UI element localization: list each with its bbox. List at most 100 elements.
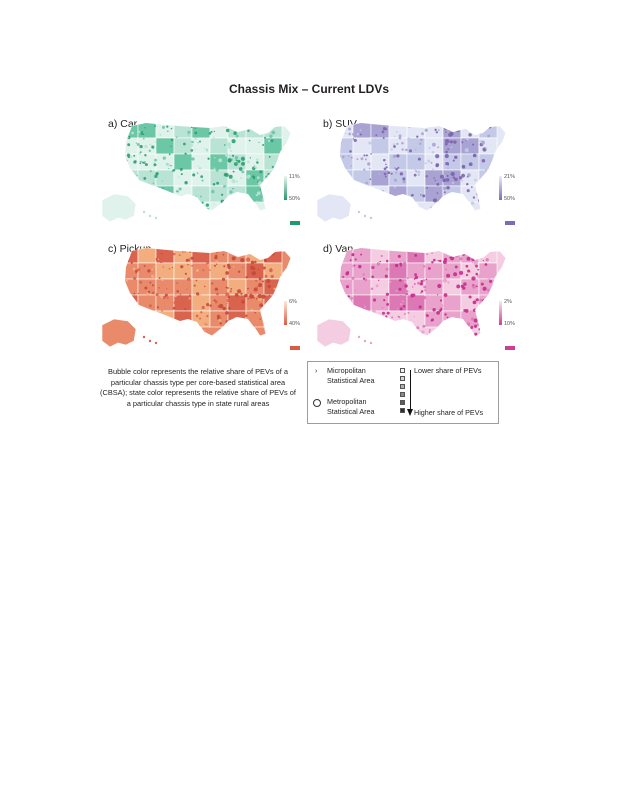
cbsa-bubble bbox=[138, 202, 142, 205]
cbsa-bubble bbox=[245, 276, 248, 279]
cbsa-bubble bbox=[483, 251, 486, 254]
cbsa-bubble bbox=[371, 275, 375, 279]
state-shape bbox=[209, 123, 229, 139]
cbsa-bubble bbox=[225, 128, 230, 133]
state-shape bbox=[209, 169, 229, 187]
cbsa-bubble bbox=[247, 332, 253, 336]
cbsa-bubble bbox=[463, 309, 467, 312]
state-shape bbox=[406, 310, 426, 328]
cbsa-bubble bbox=[356, 158, 359, 161]
cbsa-bubble bbox=[260, 265, 264, 269]
cbsa-bubble bbox=[363, 154, 366, 157]
cbsa-bubble bbox=[365, 181, 369, 185]
cbsa-bubble bbox=[383, 172, 387, 176]
cbsa-bubble bbox=[228, 306, 231, 310]
cbsa-bubble bbox=[489, 180, 492, 182]
cbsa-bubble bbox=[222, 253, 225, 256]
cbsa-bubble bbox=[445, 178, 450, 182]
cbsa-bubble bbox=[139, 151, 142, 153]
cbsa-bubble bbox=[220, 193, 224, 196]
cbsa-bubble bbox=[151, 274, 155, 278]
cbsa-bubble bbox=[166, 297, 169, 299]
cbsa-bubble bbox=[392, 298, 394, 300]
cbsa-bubble bbox=[134, 179, 136, 182]
cbsa-bubble bbox=[472, 143, 475, 146]
cbsa-bubble bbox=[147, 290, 151, 294]
cbsa-bubble bbox=[480, 140, 485, 145]
cbsa-bubble bbox=[212, 182, 216, 186]
cbsa-bubble bbox=[353, 264, 355, 267]
cbsa-bubble bbox=[409, 330, 413, 333]
cbsa-bubble bbox=[398, 287, 402, 291]
cbsa-bubble bbox=[427, 159, 431, 163]
cbsa-bubble bbox=[198, 332, 202, 336]
state-shape bbox=[340, 169, 354, 187]
state-shape bbox=[406, 169, 426, 187]
cbsa-bubble bbox=[389, 331, 391, 334]
cbsa-bubble bbox=[170, 145, 172, 148]
cbsa-bubble bbox=[172, 306, 176, 310]
cbsa-bubble bbox=[445, 139, 450, 144]
cbsa-bubble bbox=[259, 303, 263, 308]
cbsa-bubble bbox=[418, 305, 422, 309]
cbsa-bubble bbox=[166, 313, 170, 316]
cbsa-bubble bbox=[218, 158, 223, 163]
cbsa-bubble bbox=[198, 166, 202, 170]
panel-van: d) Van 2% 10% bbox=[313, 237, 523, 355]
cbsa-bubble bbox=[452, 266, 455, 269]
cbsa-bubble bbox=[484, 175, 489, 179]
cbsa-bubble bbox=[413, 315, 415, 318]
cbsa-bubble bbox=[364, 278, 368, 282]
cbsa-bubble bbox=[451, 141, 454, 143]
cbsa-bubble bbox=[214, 256, 218, 260]
cbsa-bubble bbox=[144, 154, 147, 157]
cbsa-bubble bbox=[138, 152, 142, 155]
cbsa-bubble bbox=[270, 139, 274, 143]
cbsa-bubble bbox=[409, 149, 412, 153]
cbsa-bubble bbox=[417, 281, 421, 285]
cbsa-bubble bbox=[351, 276, 355, 280]
cbsa-bubble bbox=[365, 154, 368, 157]
cbsa-bubble bbox=[234, 156, 239, 160]
cbsa-bubble bbox=[461, 141, 464, 144]
cbsa-bubble bbox=[350, 197, 353, 200]
cbsa-bubble bbox=[258, 141, 260, 144]
panel-car: a) Car 11% 50% bbox=[98, 112, 308, 230]
cbsa-bubble bbox=[241, 299, 245, 304]
cbsa-bubble bbox=[358, 136, 360, 138]
cbsa-bubble bbox=[403, 312, 406, 315]
cbsa-bubble bbox=[187, 264, 189, 266]
cbsa-bubble bbox=[135, 180, 137, 183]
cbsa-bubble bbox=[464, 125, 467, 129]
cbsa-bubble bbox=[166, 125, 169, 128]
state-shape bbox=[263, 123, 283, 139]
cbsa-bubble bbox=[247, 129, 250, 132]
cbsa-bubble bbox=[473, 324, 478, 328]
cbsa-bubble bbox=[442, 208, 444, 210]
cbsa-bubble bbox=[350, 283, 353, 285]
cbsa-bubble bbox=[375, 134, 378, 137]
cbsa-bubble bbox=[426, 197, 430, 201]
cbsa-bubble bbox=[348, 132, 352, 136]
cbsa-bubble bbox=[257, 294, 262, 299]
arrow-head-icon bbox=[407, 409, 413, 416]
cbsa-bubble bbox=[180, 196, 182, 198]
cbsa-bubble bbox=[444, 153, 449, 159]
scale-min-label: 11% bbox=[289, 174, 300, 180]
state-shape bbox=[370, 169, 390, 187]
cbsa-bubble bbox=[227, 159, 232, 163]
cbsa-bubble bbox=[364, 158, 367, 161]
cbsa-bubble bbox=[487, 134, 491, 138]
cbsa-bubble bbox=[385, 267, 389, 271]
cbsa-bubble bbox=[170, 127, 173, 130]
cbsa-bubble bbox=[452, 307, 455, 310]
cbsa-bubble bbox=[216, 292, 219, 296]
cbsa-bubble bbox=[414, 283, 416, 285]
cbsa-bubble bbox=[184, 308, 187, 311]
state-shape bbox=[191, 185, 211, 203]
cbsa-bubble bbox=[137, 292, 140, 295]
cbsa-bubble bbox=[437, 283, 442, 289]
cbsa-bubble bbox=[266, 306, 269, 310]
cbsa-bubble bbox=[445, 131, 447, 133]
map-car bbox=[101, 122, 300, 225]
